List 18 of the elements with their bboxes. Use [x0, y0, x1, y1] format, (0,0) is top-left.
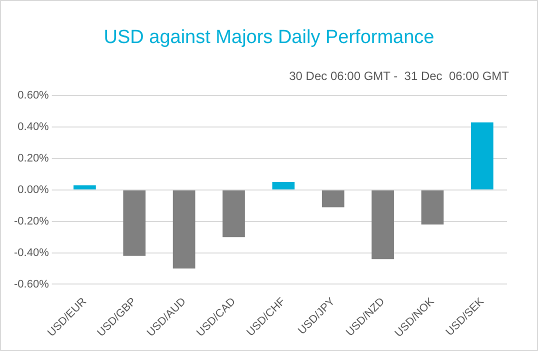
bar — [74, 185, 96, 190]
bar — [123, 190, 146, 256]
bar — [421, 190, 444, 224]
bar — [470, 122, 494, 190]
y-tick-label: -0.20% — [14, 215, 50, 228]
y-tick-label: 0.60% — [18, 90, 50, 102]
bar — [222, 190, 245, 238]
y-tick-label: 0.40% — [18, 121, 50, 134]
bar — [322, 190, 344, 208]
y-tick-label: -0.60% — [14, 278, 50, 290]
bar — [372, 190, 394, 260]
chart-subtitle: 30 Dec 06:00 GMT - 31 Dec 06:00 GMT — [289, 69, 509, 83]
bar — [172, 190, 196, 269]
y-tick-label: 0.20% — [18, 152, 50, 165]
y-tick-label: -0.40% — [14, 246, 50, 259]
y-tick-label: 0.00% — [18, 184, 50, 196]
bar — [272, 182, 295, 190]
chart-title: USD against Majors Daily Performance — [102, 27, 436, 49]
